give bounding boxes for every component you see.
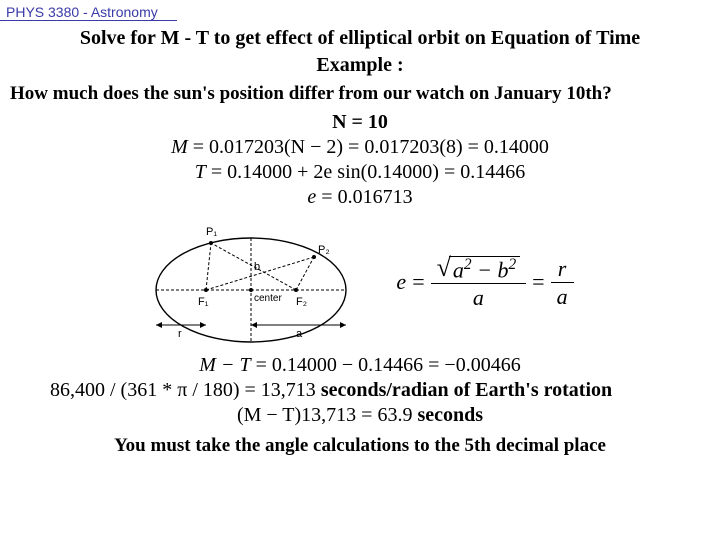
svg-text:P₂: P₂ [318,244,330,256]
course-header: PHYS 3380 - Astronomy [0,0,177,21]
svg-text:P₁: P₁ [206,226,217,238]
t-equation: T = 0.14000 + 2e sin(0.14000) = 0.14466 [10,161,710,184]
sec-left: (M − T)13,713 = 63.9 [237,404,418,426]
sec-rad-left: 86,400 / (361 * π / 180) = 13,713 [50,379,321,401]
footer-note: You must take the angle calculations to … [10,435,710,457]
e-rhs: = 0.016713 [316,186,412,208]
svg-text:a: a [296,328,303,340]
sec-per-radian: 86,400 / (361 * π / 180) = 13,713 second… [10,379,710,402]
eccentricity-formula: e = √ a2 − b2 a = r a [396,256,573,310]
num-r: r [551,257,574,283]
svg-text:b: b [254,261,260,273]
m-equation: M = 0.017203(N − 2) = 0.017203(8) = 0.14… [10,136,710,159]
slide-content: Solve for M - T to get effect of ellipti… [0,21,720,457]
equals-2: = [532,269,544,295]
e-value: e = 0.016713 [10,186,710,209]
svg-text:F₂: F₂ [296,296,307,308]
svg-text:F₁: F₁ [198,296,209,308]
ellipse-row: P₁ P₂ F₁ F₂ center b a r e = √ a2 − b2 a… [10,215,710,350]
den-a1: a [431,284,527,309]
ellipse-diagram: P₁ P₂ F₁ F₂ center b a r [146,215,356,350]
n-value: N = 10 [10,111,710,134]
example-label: Example : [10,54,710,77]
sec-rad-right: seconds/radian of Earth's rotation [321,379,612,401]
mt-diff: M − T = 0.14000 − 0.14466 = −0.00466 [10,354,710,377]
e-var: e [307,186,316,208]
den-a2: a [551,283,574,308]
question-text: How much does the sun's position differ … [10,83,710,105]
svg-text:r: r [178,328,182,340]
sqrt-icon: √ a2 − b2 [437,256,521,281]
m-rhs: = 0.017203(N − 2) = 0.017203(8) = 0.1400… [188,136,549,158]
t-rhs: = 0.14000 + 2e sin(0.14000) = 0.14466 [206,161,525,183]
mt-rhs: = 0.14000 − 0.14466 = −0.00466 [251,354,521,376]
mt-lhs: M − T [199,354,250,376]
frac-1: √ a2 − b2 a [431,256,527,310]
m-var: M [171,136,188,158]
slide-title: Solve for M - T to get effect of ellipti… [10,27,710,50]
equals-1: = [412,269,424,295]
sec-right: seconds [417,404,483,426]
seconds-result: (M − T)13,713 = 63.9 seconds [10,404,710,427]
e-lhs: e [396,269,406,295]
t-var: T [195,161,206,183]
svg-text:center: center [254,293,282,304]
frac-2: r a [551,257,574,308]
